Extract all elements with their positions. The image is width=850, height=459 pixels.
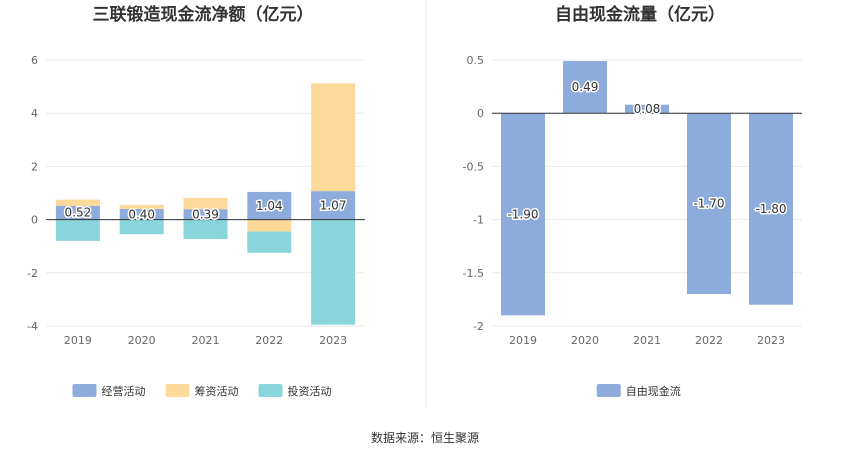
data-label: -1.80 — [755, 202, 786, 216]
bar-自由现金流-2019 — [501, 113, 545, 316]
bars — [501, 61, 793, 316]
free-cashflow-chart: 自由现金流量（亿元） 0.5 0 -0.5 -1 -1.5 -2 -1.90 0.49 0.08 -… — [463, 4, 802, 398]
bar-经营活动-2019 — [55, 205, 100, 220]
legend-swatch — [258, 384, 283, 397]
legend-item-自由现金流[interactable]: 自由现金流 — [596, 384, 681, 398]
chart-title: 自由现金流量（亿元） — [555, 4, 725, 25]
legend-item-经营活动[interactable]: 经营活动 — [72, 384, 146, 398]
bar-投资活动-2020 — [119, 219, 164, 235]
legend: 经营活动 筹资活动 投资活动 — [72, 384, 332, 398]
x-tick-label: 2022 — [695, 334, 723, 347]
bar-筹资活动-2021 — [183, 197, 228, 210]
bar-自由现金流-2023 — [749, 113, 793, 305]
bar-投资活动-2021 — [183, 219, 228, 240]
y-tick-label: 0.5 — [467, 54, 485, 67]
bar-经营活动-2020 — [119, 208, 164, 220]
data-label: 0.08 — [634, 102, 661, 116]
bar-经营活动-2021 — [183, 209, 228, 220]
legend: 自由现金流 — [596, 384, 681, 398]
y-tick-label: 4 — [31, 107, 38, 120]
x-tick-label: 2020 — [571, 334, 599, 347]
legend-swatch — [72, 384, 97, 397]
data-label: 0.49 — [572, 80, 599, 94]
source-note: 数据来源：恒生聚源 — [371, 430, 479, 445]
x-tick-label: 2019 — [509, 334, 537, 347]
data-label: 0.40 — [128, 207, 155, 221]
bar-经营活动-2022 — [247, 191, 292, 220]
legend-item-投资活动[interactable]: 投资活动 — [258, 384, 332, 398]
x-tick-label: 2023 — [757, 334, 785, 347]
y-tick-label: 0 — [31, 214, 38, 227]
x-tick-label: 2022 — [255, 334, 283, 347]
y-tick-label: 2 — [31, 160, 38, 173]
y-tick-label: 6 — [31, 54, 38, 67]
data-label: 0.52 — [65, 206, 92, 220]
bar-筹资活动-2023 — [311, 83, 356, 192]
legend-swatch — [165, 384, 190, 397]
cashflow-chart: 三联锻造现金流净额（亿元） 6 4 2 0 -2 -4 0.52 0.40 0.39 1.04 1.0… — [27, 4, 365, 398]
y-tick-label: -2 — [473, 320, 484, 333]
y-tick-label: -1 — [473, 214, 484, 227]
x-tick-label: 2021 — [192, 334, 220, 347]
legend-label: 经营活动 — [102, 384, 146, 398]
data-label: -1.70 — [693, 197, 724, 211]
legend-label: 自由现金流 — [626, 384, 681, 398]
bar-自由现金流-2022 — [687, 113, 731, 295]
bar-投资活动-2022 — [247, 231, 292, 253]
y-tick-label: -4 — [27, 320, 38, 333]
x-tick-label: 2020 — [128, 334, 156, 347]
bars — [55, 83, 356, 325]
data-label: 1.07 — [320, 198, 347, 212]
bar-筹资活动-2019 — [55, 199, 100, 206]
legend-item-筹资活动[interactable]: 筹资活动 — [165, 384, 239, 398]
y-tick-label: -1.5 — [463, 267, 484, 280]
data-label: 0.39 — [192, 207, 219, 221]
y-tick-label: -0.5 — [463, 160, 484, 173]
bar-投资活动-2023 — [311, 219, 356, 325]
data-label: -1.90 — [507, 207, 538, 221]
x-tick-label: 2019 — [64, 334, 92, 347]
x-tick-label: 2021 — [633, 334, 661, 347]
chart-title: 三联锻造现金流净额（亿元） — [93, 4, 314, 25]
legend-label: 投资活动 — [288, 384, 332, 398]
bar-自由现金流-2021 — [625, 104, 669, 114]
bar-经营活动-2023 — [311, 191, 356, 220]
y-tick-label: 0 — [477, 107, 484, 120]
bar-投资活动-2019 — [55, 219, 100, 241]
bar-自由现金流-2020 — [563, 61, 607, 114]
legend-label: 筹资活动 — [195, 384, 239, 398]
bar-筹资活动-2020 — [119, 204, 164, 209]
legend-swatch — [596, 384, 621, 397]
data-label: 1.04 — [256, 199, 283, 213]
bar-筹资活动-2022 — [247, 219, 292, 232]
x-tick-label: 2023 — [319, 334, 347, 347]
y-tick-label: -2 — [27, 267, 38, 280]
